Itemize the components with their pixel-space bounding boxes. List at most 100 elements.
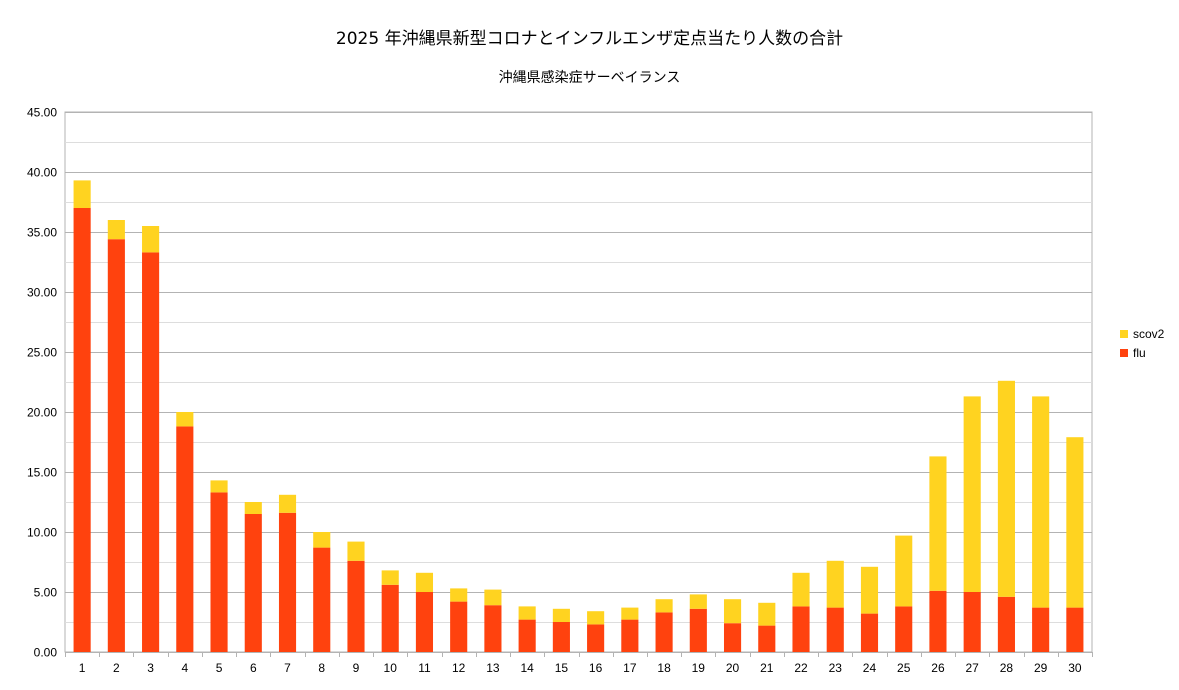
bar-flu	[415, 592, 434, 652]
legend-swatch-scov2	[1120, 330, 1128, 338]
bar-scov2	[381, 570, 399, 585]
x-tick-label: 27	[966, 661, 980, 675]
x-tick-label: 14	[520, 661, 534, 675]
bar-flu	[1032, 607, 1050, 652]
bar-scov2	[244, 502, 262, 514]
x-tick-label: 26	[931, 661, 945, 675]
bar-scov2	[210, 480, 228, 493]
y-tick-label: 15.00	[27, 466, 57, 480]
bar-flu	[381, 584, 399, 652]
bar-flu	[176, 426, 194, 652]
x-tick-label: 5	[216, 661, 223, 675]
y-tick-label: 40.00	[27, 166, 57, 180]
bar-flu	[210, 492, 228, 652]
bar-flu	[313, 547, 331, 652]
x-tick-label: 23	[829, 661, 843, 675]
bar-flu	[826, 607, 844, 652]
legend-label-scov2: scov2	[1133, 327, 1165, 341]
bar-scov2	[929, 456, 947, 591]
x-tick-label: 24	[863, 661, 877, 675]
bar-scov2	[484, 589, 502, 606]
bar-scov2	[176, 412, 194, 427]
bar-scov2	[792, 572, 810, 607]
bar-scov2	[621, 607, 639, 620]
bar-scov2	[142, 226, 160, 253]
x-tick-label: 10	[384, 661, 398, 675]
bar-flu	[107, 239, 125, 652]
y-tick-label: 35.00	[27, 226, 57, 240]
bar-scov2	[415, 572, 434, 592]
bar-scov2	[347, 541, 365, 561]
bar-flu	[73, 208, 91, 652]
x-tick-label: 25	[897, 661, 911, 675]
y-tick-label: 10.00	[27, 526, 57, 540]
bar-flu	[244, 514, 262, 652]
bar-scov2	[758, 602, 776, 626]
x-tick-label: 28	[1000, 661, 1014, 675]
x-tick-label: 29	[1034, 661, 1048, 675]
x-tick-label: 30	[1068, 661, 1082, 675]
y-tick-label: 45.00	[27, 106, 57, 120]
x-tick-label: 8	[318, 661, 325, 675]
bar-flu	[963, 592, 981, 652]
x-tick-label: 7	[284, 661, 291, 675]
bar-flu	[997, 596, 1015, 652]
bar-flu	[723, 623, 742, 652]
bar-scov2	[278, 494, 297, 513]
bar-flu	[689, 608, 707, 652]
bar-flu	[587, 624, 605, 652]
x-tick-label: 3	[147, 661, 154, 675]
bar-scov2	[1066, 437, 1084, 608]
bar-scov2	[518, 606, 536, 620]
x-tick-label: 13	[486, 661, 500, 675]
bar-flu	[929, 590, 947, 652]
y-tick-label: 25.00	[27, 346, 57, 360]
bar-flu	[860, 613, 879, 652]
chart-subtitle: 沖縄県感染症サーベイランス	[498, 70, 681, 86]
bar-scov2	[552, 608, 570, 622]
x-tick-label: 9	[353, 661, 360, 675]
bar-flu	[278, 512, 297, 652]
bar-scov2	[997, 380, 1015, 597]
x-tick-label: 1	[79, 661, 86, 675]
bar-scov2	[107, 220, 125, 240]
x-tick-label: 11	[418, 661, 431, 675]
bar-flu	[484, 605, 502, 652]
x-tick-label: 12	[452, 661, 466, 675]
x-tick-label: 4	[181, 661, 188, 675]
x-tick-label: 22	[794, 661, 808, 675]
legend-label-flu: flu	[1133, 346, 1146, 360]
bar-flu	[347, 560, 365, 652]
bar-scov2	[963, 396, 981, 592]
bar-scov2	[313, 532, 331, 548]
legend-swatch-flu	[1120, 349, 1128, 357]
bar-scov2	[655, 599, 673, 613]
x-tick-label: 2	[113, 661, 120, 675]
bar-scov2	[723, 599, 742, 624]
x-tick-label: 6	[250, 661, 257, 675]
bar-scov2	[1032, 396, 1050, 608]
bar-flu	[518, 619, 536, 652]
x-tick-label: 21	[760, 661, 774, 675]
y-tick-label: 5.00	[34, 586, 58, 600]
x-tick-label: 19	[692, 661, 706, 675]
bar-flu	[895, 606, 913, 652]
bar-scov2	[587, 611, 605, 625]
x-tick-label: 15	[555, 661, 569, 675]
bar-scov2	[895, 535, 913, 607]
x-tick-label: 16	[589, 661, 603, 675]
x-tick-label: 18	[657, 661, 671, 675]
bar-scov2	[689, 594, 707, 609]
bar-scov2	[450, 588, 468, 602]
bar-flu	[552, 622, 570, 652]
bar-flu	[142, 252, 160, 652]
bar-flu	[621, 619, 639, 652]
y-tick-label: 0.00	[34, 646, 58, 660]
bar-scov2	[860, 566, 879, 614]
bar-flu	[758, 625, 776, 652]
bar-scov2	[826, 560, 844, 608]
x-tick-label: 17	[623, 661, 637, 675]
bar-flu	[792, 606, 810, 652]
